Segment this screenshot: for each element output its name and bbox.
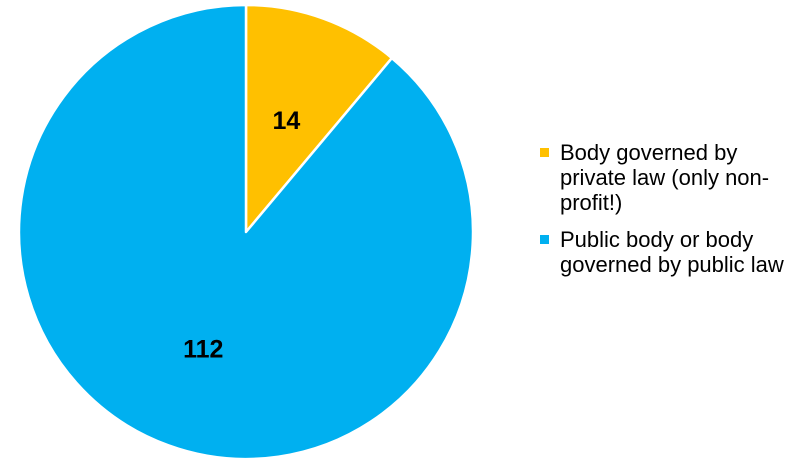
legend-item-public-law: Public body or body governed by public l…	[538, 227, 803, 277]
legend-label-public-law: Public body or body governed by public l…	[560, 227, 784, 277]
pie-slice-public-law	[17, 3, 475, 461]
legend-swatch-public-law	[540, 235, 549, 244]
pie-data-label-public-law: 112	[183, 335, 223, 363]
pie-plot-area: 14 112	[17, 3, 475, 461]
legend: Body governed by private law (only non-p…	[538, 140, 803, 289]
pie-data-label-private-law: 14	[272, 107, 300, 135]
legend-label-private-law: Body governed by private law (only non-p…	[560, 140, 770, 215]
legend-item-private-law: Body governed by private law (only non-p…	[538, 140, 803, 215]
legend-swatch-private-law	[540, 148, 549, 157]
pie-slice-private-law	[244, 3, 394, 234]
